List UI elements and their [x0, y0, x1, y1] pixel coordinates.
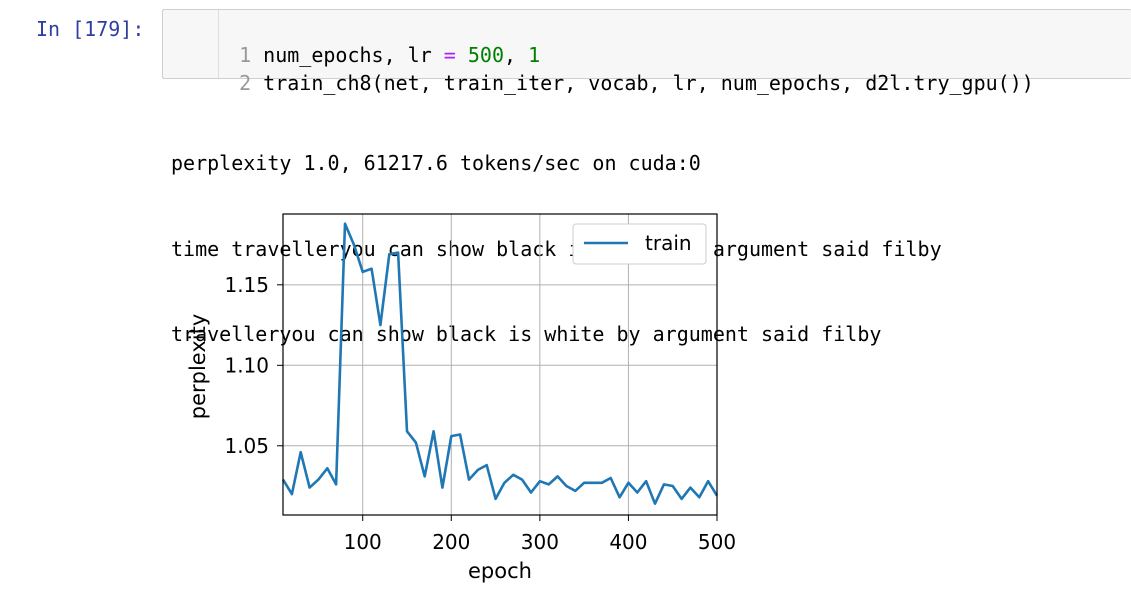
input-prompt: In [179]: [36, 17, 145, 41]
y-axis-label: perplexity [186, 314, 210, 420]
line-number: 1 [239, 43, 252, 67]
code-token: train_ch8(net, train_iter, vocab, lr, nu… [263, 71, 1034, 95]
y-tick-label: 1.05 [224, 434, 269, 458]
code-line-2[interactable]: 2 train_ch8(net, train_iter, vocab, lr, n… [163, 41, 1034, 95]
legend-label: train [645, 231, 692, 255]
code-cell[interactable]: 1 num_epochs, lr = 500, 1 2 train_ch8(net,… [162, 9, 1131, 95]
x-tick-label: 500 [698, 530, 736, 554]
line-number-gutter-separator [218, 10, 219, 78]
line-number: 2 [239, 71, 252, 95]
legend-box [572, 223, 707, 265]
x-axis-label: epoch [468, 559, 532, 583]
x-tick-label: 100 [344, 530, 382, 554]
code-content: num_epochs, lr = 500, 1 [263, 43, 540, 67]
code-token: num_epochs, lr [263, 43, 444, 67]
series-line-train [281, 222, 719, 506]
plot-frame [282, 213, 718, 516]
output-line: perplexity 1.0, 61217.6 tokens/sec on cu… [171, 151, 701, 175]
y-tick-label: 1.10 [224, 353, 269, 377]
x-tick-label: 200 [432, 530, 470, 554]
cell-output: perplexity 1.0, 61217.6 tokens/sec on cu… [171, 92, 942, 377]
x-tick-label: 400 [609, 530, 647, 554]
x-tick-label: 300 [521, 530, 559, 554]
code-token: = [443, 43, 456, 67]
y-tick-label: 1.15 [224, 273, 269, 297]
code-token: 1 [528, 43, 541, 67]
code-content: train_ch8(net, train_iter, vocab, lr, nu… [263, 71, 1034, 95]
code-token: 500 [467, 43, 505, 67]
code-token: , [504, 43, 529, 67]
code-line-1[interactable]: 1 num_epochs, lr = 500, 1 [163, 13, 540, 67]
output-line: travelleryou can show black is white by … [171, 322, 882, 346]
